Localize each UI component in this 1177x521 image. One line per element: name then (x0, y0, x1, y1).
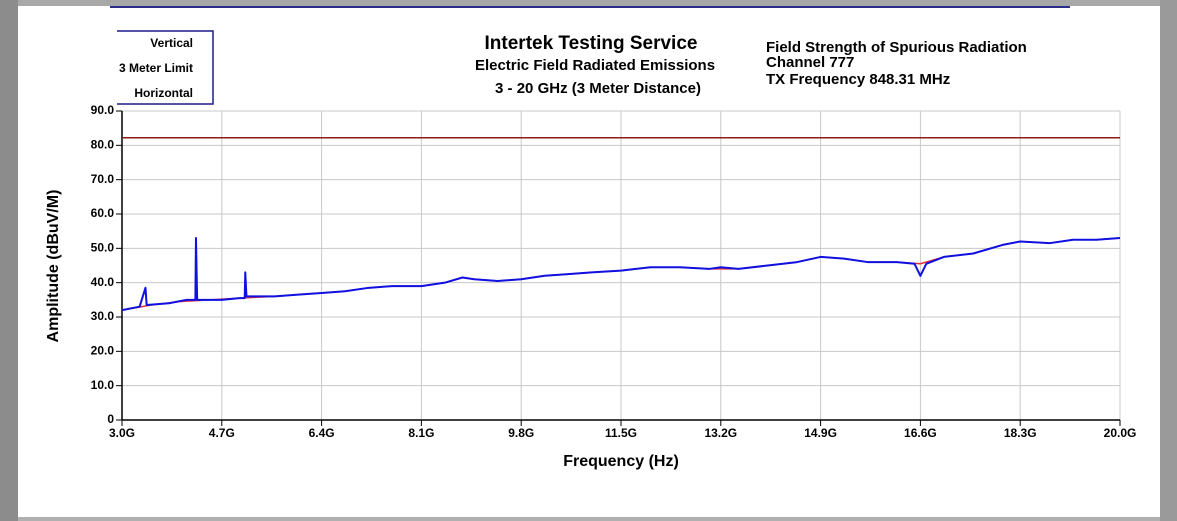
y-tick-label: 50.0 (91, 241, 115, 255)
top-frame (18, 0, 1160, 6)
x-tick-label: 4.7G (209, 426, 235, 440)
legend-label: 3 Meter Limit (119, 61, 193, 75)
x-tick-label: 3.0G (109, 426, 135, 440)
annotation: Field Strength of Spurious Radiation (766, 39, 1027, 56)
y-tick-label: 20.0 (91, 344, 115, 358)
y-tick-label: 80.0 (91, 138, 115, 152)
x-tick-label: 14.9G (804, 426, 837, 440)
x-tick-label: 13.2G (704, 426, 737, 440)
y-tick-label: 90.0 (91, 103, 115, 117)
chart-subtitle: 3 - 20 GHz (3 Meter Distance) (495, 80, 701, 97)
legend: Vertical 3 Meter Limit Horizontal (117, 30, 214, 105)
y-axis-label: Amplitude (dBuV/M) (45, 190, 62, 343)
y-tick-label: 70.0 (91, 172, 115, 186)
x-tick-label: 18.3G (1004, 426, 1037, 440)
y-tick-label: 10.0 (91, 378, 115, 392)
right-frame (1160, 0, 1177, 521)
annotation: TX Frequency 848.31 MHz (766, 71, 950, 88)
x-tick-label: 8.1G (408, 426, 434, 440)
chart-title: Intertek Testing Service (485, 33, 698, 54)
legend-box (117, 30, 214, 105)
series-line (121, 237, 1121, 312)
y-tick-label: 0 (107, 412, 114, 426)
y-tick-label: 60.0 (91, 206, 115, 220)
chart-subtitle: Electric Field Radiated Emissions (475, 57, 715, 74)
legend-label: Horizontal (134, 86, 193, 100)
x-tick-label: 9.8G (508, 426, 534, 440)
x-axis-label: Frequency (Hz) (563, 453, 679, 470)
legend-label: Vertical (150, 36, 193, 50)
x-tick-label: 11.5G (605, 426, 637, 440)
y-tick-label: 40.0 (91, 275, 115, 289)
bottom-frame (18, 517, 1160, 521)
left-frame (0, 0, 18, 521)
x-tick-label: 16.6G (904, 426, 937, 440)
x-tick-label: 20.0G (1104, 426, 1137, 440)
y-tick-label: 30.0 (91, 309, 115, 323)
x-tick-label: 6.4G (309, 426, 335, 440)
annotation: Channel 777 (766, 54, 854, 71)
